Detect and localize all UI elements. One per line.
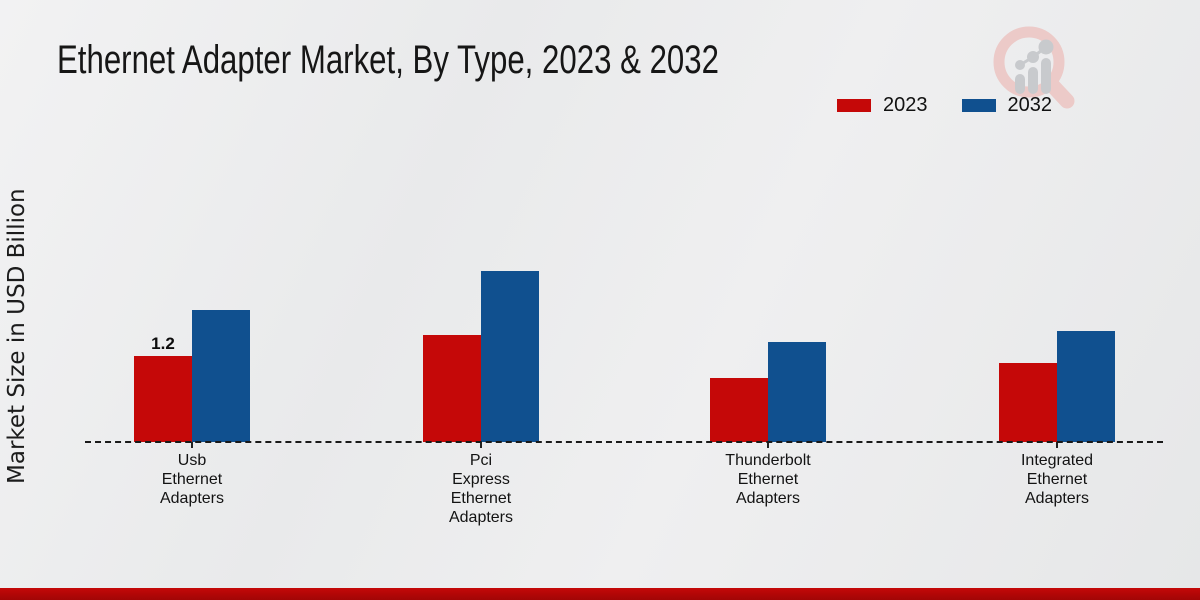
value-label-2023: 1.2 — [151, 334, 175, 353]
brand-accent-bar — [0, 588, 1200, 600]
bar-2032-integrated-ethernet-adapters — [1057, 331, 1115, 442]
legend-swatch-2023-icon — [837, 99, 871, 112]
legend-label-2023: 2023 — [883, 94, 928, 116]
bar-2032-usb-ethernet-adapters — [192, 310, 250, 442]
x-axis-tick — [1056, 442, 1058, 448]
bar-2023-usb-ethernet-adapters — [134, 356, 192, 442]
y-axis-label: Market Size in USD Billion — [4, 188, 30, 484]
brand-watermark-icon — [993, 26, 1075, 109]
bar-group-2 — [423, 90, 539, 442]
bar-group-4 — [999, 90, 1115, 442]
bar-group-3 — [710, 90, 826, 442]
category-label-1: Usb Ethernet Adapters — [159, 452, 225, 507]
plot-area: 1.2 Usb Ethernet Adapters Pci Express Ethernet… — [85, 90, 1163, 526]
legend-label-2032: 2032 — [1007, 94, 1053, 116]
legend-item-2032: 2032 — [961, 94, 1053, 117]
x-axis-tick — [480, 442, 482, 448]
category-label-3: Thunderbolt Ethernet Adapters — [725, 452, 811, 507]
legend: 2023 2032 — [837, 94, 1052, 117]
x-axis-tick — [191, 442, 193, 448]
bar-2023-thunderbolt-ethernet-adapters — [710, 378, 768, 442]
x-axis-tick — [767, 442, 769, 448]
bar-2032-thunderbolt-ethernet-adapters — [768, 342, 826, 442]
bar-2023-pci-express-ethernet-adapters — [423, 335, 481, 442]
category-label-2: Pci Express Ethernet Adapters — [448, 452, 514, 526]
bar-group-1: 1.2 — [134, 90, 250, 442]
bar-2023-integrated-ethernet-adapters — [999, 363, 1057, 442]
chart-title-text: Ethernet Adapter Market, By Type, 2023 &… — [57, 38, 719, 82]
chart-title: Ethernet Adapter Market, By Type, 2023 &… — [57, 38, 906, 83]
bar-2032-pci-express-ethernet-adapters — [481, 271, 539, 442]
legend-swatch-2032-icon — [961, 99, 996, 112]
category-label-4: Integrated Ethernet Adapters — [1020, 452, 1094, 507]
x-axis-baseline — [85, 441, 1163, 443]
legend-item-2023: 2023 — [837, 94, 928, 117]
